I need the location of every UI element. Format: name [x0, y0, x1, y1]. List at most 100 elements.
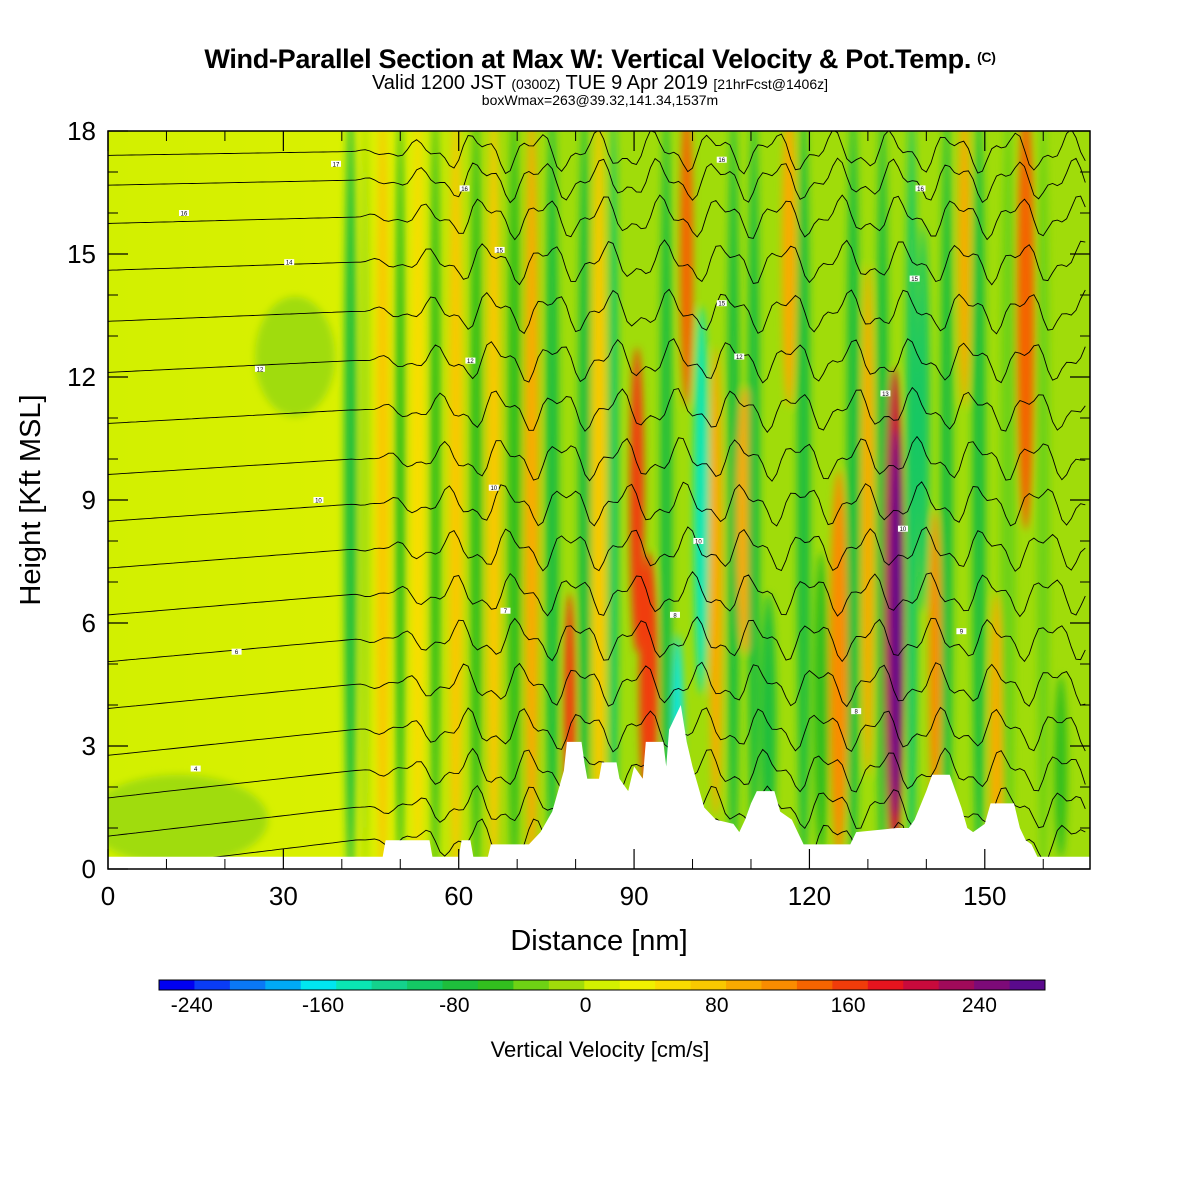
colorbar-tick-label: 160: [831, 994, 866, 1017]
axes: 0 30 60 90 120 150 0 3 6 9 12 15 18: [67, 116, 1090, 911]
y-tick-label: 15: [67, 239, 96, 269]
velocity-band: [990, 593, 1003, 869]
velocity-band: [255, 296, 336, 417]
svg-text:12: 12: [467, 359, 474, 365]
chart-title-text: Wind-Parallel Section at Max W: Vertical…: [204, 44, 972, 74]
svg-text:12: 12: [257, 367, 264, 373]
potential-temperature-contours: [108, 131, 1086, 869]
x-tick-label: 30: [269, 881, 298, 911]
velocity-band: [411, 131, 425, 869]
theta-label: 10: [488, 484, 499, 492]
colorbar-swatch: [796, 980, 833, 990]
svg-text:13: 13: [882, 392, 889, 398]
velocity-band: [1016, 131, 1035, 530]
theta-label: 15: [494, 246, 505, 254]
svg-text:6: 6: [235, 650, 239, 656]
velocity-band: [1036, 131, 1050, 869]
colorbar-tick-label: 0: [580, 994, 592, 1017]
colorbar-swatch: [1009, 980, 1046, 990]
theta-label: 15: [716, 300, 727, 308]
velocity-band: [660, 131, 673, 869]
colorbar-swatch: [903, 980, 940, 990]
chart-title: Wind-Parallel Section at Max W: Vertical…: [0, 44, 1200, 75]
colorbar-swatch: [407, 980, 444, 990]
colorbar-swatch: [690, 980, 727, 990]
svg-text:15: 15: [911, 277, 918, 283]
velocity-band: [591, 131, 607, 869]
svg-text:16: 16: [461, 187, 468, 193]
colorbar-swatch: [619, 980, 656, 990]
velocity-band: [709, 347, 723, 817]
theta-label: 17: [330, 160, 341, 168]
theta-contour: [108, 661, 1086, 709]
theta-label: 10: [313, 497, 324, 505]
plot-area: 4 6 7 8 8 9 10 10 10 10 12 12 12 13 14 15 15 15 16 16 16 16 17: [108, 131, 1090, 869]
svg-text:8: 8: [855, 710, 859, 716]
theta-label: 12: [254, 365, 265, 373]
velocity-band: [958, 131, 971, 407]
y-tick-label: 9: [82, 485, 96, 515]
terrain-mask: [108, 705, 1090, 869]
velocity-band: [846, 131, 860, 869]
theta-label: 16: [716, 156, 727, 164]
theta-contour: [108, 616, 1086, 663]
velocity-band: [940, 131, 953, 869]
theta-contour: [108, 481, 1086, 527]
colorbar-swatch: [867, 980, 904, 990]
y-axis-title: Height [Kft MSL]: [15, 394, 47, 605]
velocity-band: [448, 131, 463, 869]
colorbar-swatch: [513, 980, 550, 990]
theta-label: 7: [500, 607, 511, 615]
svg-text:10: 10: [490, 486, 497, 492]
colorbar-swatch: [974, 980, 1011, 990]
box-max-info: boxWmax=263@39.32,141.34,1537m: [481, 92, 719, 108]
copyright-mark: (C): [977, 49, 996, 65]
colorbar-swatch: [584, 980, 621, 990]
svg-text:16: 16: [718, 158, 725, 164]
theta-contour: [108, 239, 1086, 286]
colorbar-swatch: [336, 980, 373, 990]
colorbar-swatch: [761, 980, 798, 990]
colorbar-swatch: [159, 980, 195, 990]
velocity-band: [893, 511, 900, 735]
colorbar-swatch: [938, 980, 975, 990]
theta-label: 16: [915, 185, 926, 193]
velocity-band: [486, 131, 501, 869]
theta-label: 14: [284, 259, 295, 267]
velocity-band: [862, 265, 874, 776]
svg-text:4: 4: [194, 767, 198, 773]
colorbar-swatch: [548, 980, 585, 990]
colorbar-swatch: [655, 980, 692, 990]
velocity-band: [608, 131, 619, 869]
colorbar: -240 -160 -80 0 80 160 240: [158, 979, 1046, 1017]
velocity-band: [813, 552, 829, 858]
velocity-band: [344, 131, 358, 869]
valid-time: Valid 1200 JST: [371, 72, 506, 94]
velocity-band: [1054, 675, 1068, 858]
colorbar-title: Vertical Velocity [cm/s]: [491, 1037, 710, 1062]
svg-text:7: 7: [504, 609, 508, 615]
x-tick-label: 120: [788, 881, 831, 911]
velocity-band: [781, 131, 796, 407]
svg-text:10: 10: [315, 499, 322, 505]
theta-label: 6: [231, 648, 242, 656]
theta-label: 16: [178, 210, 189, 218]
theta-label: 16: [459, 185, 470, 193]
chart-subtitle: Valid 1200 JST (0300Z) TUE 9 Apr 2019 [2…: [0, 72, 1200, 95]
theta-contour: [108, 706, 1086, 756]
colorbar-tick-label: 80: [705, 994, 728, 1017]
theta-label: 12: [465, 357, 476, 365]
theta-contour: [108, 338, 1086, 384]
theta-contour: [108, 747, 1086, 799]
svg-text:15: 15: [496, 248, 503, 254]
velocity-band: [917, 224, 930, 612]
theta-contour: [108, 435, 1086, 482]
y-tick-label: 12: [67, 362, 96, 392]
x-tick-label: 0: [101, 881, 115, 911]
colorbar-tick-label: -80: [439, 994, 469, 1017]
colorbar-tick-label: -160: [302, 994, 344, 1017]
theta-contour: [108, 194, 1086, 241]
theta-contour: [108, 288, 1086, 335]
velocity-band: [507, 131, 521, 869]
